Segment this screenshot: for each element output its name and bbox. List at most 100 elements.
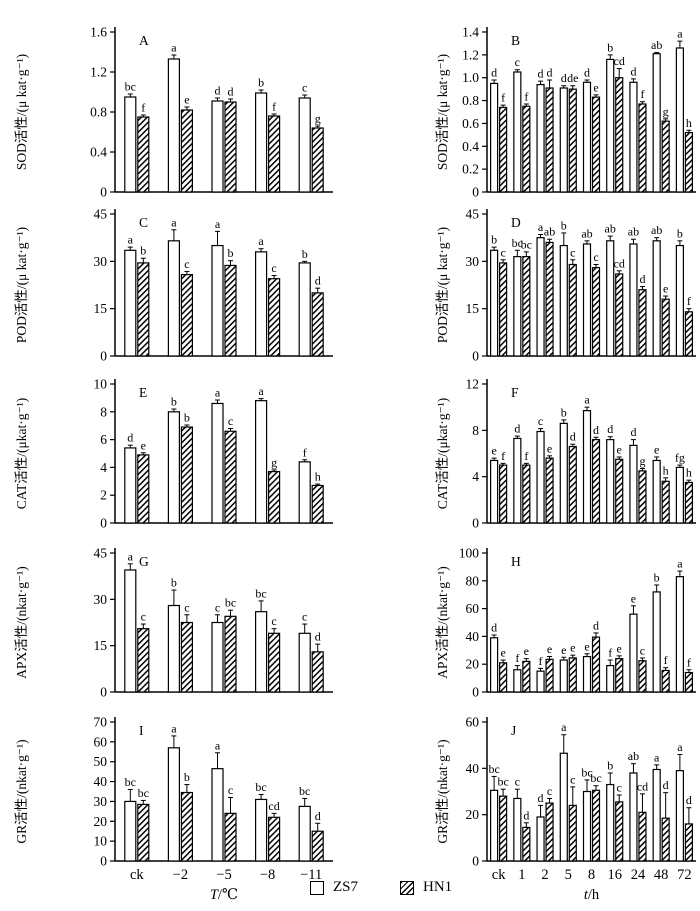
- bar-hn1: [180, 426, 193, 524]
- significance-letter: d: [523, 808, 529, 822]
- y-axis-label: APX活性/(nkat·g⁻¹): [435, 566, 450, 678]
- bar-hn1: [591, 267, 601, 357]
- significance-letter: c: [515, 775, 520, 789]
- bar-hn1: [137, 116, 150, 193]
- bar-zs7: [559, 87, 568, 193]
- bar-zs7: [255, 251, 268, 357]
- y-tick-label: 80: [466, 573, 480, 588]
- bar-hn1: [568, 657, 577, 693]
- significance-letter: c: [215, 600, 220, 614]
- y-tick-label: 12: [466, 377, 480, 392]
- bar-hn1: [591, 96, 601, 193]
- significance-letter: a: [677, 557, 683, 571]
- bar-zs7: [536, 237, 545, 357]
- significance-letter: e: [491, 444, 496, 458]
- significance-letter: c: [184, 257, 189, 271]
- y-tick-label: 0: [472, 349, 479, 364]
- significance-letter: g: [315, 112, 321, 126]
- bar-hn1: [661, 298, 670, 357]
- bar-hn1: [311, 292, 324, 357]
- significance-letter: ab: [628, 749, 639, 763]
- bar-hn1: [522, 255, 531, 357]
- y-tick-label: 10: [94, 377, 108, 392]
- bar-zs7: [652, 459, 661, 524]
- y-tick-label: 60: [94, 734, 108, 749]
- bar-zs7: [559, 659, 568, 693]
- significance-letter: e: [593, 80, 598, 94]
- y-tick-label: 20: [94, 814, 108, 829]
- bar-zs7: [536, 83, 545, 193]
- y-tick-label: 0.6: [462, 116, 479, 131]
- significance-letter: c: [617, 780, 622, 794]
- y-tick-label: 60: [466, 601, 480, 616]
- bar-zs7: [124, 447, 137, 524]
- bar-zs7: [298, 805, 311, 862]
- significance-letter: d: [607, 422, 613, 436]
- significance-letter: b: [561, 218, 567, 232]
- bar-zs7: [211, 244, 224, 357]
- bar-hn1: [661, 120, 670, 193]
- bar-zs7: [490, 249, 499, 357]
- y-tick-label: 100: [459, 546, 480, 561]
- significance-letter: d: [127, 431, 133, 445]
- x-tick-label: ck: [492, 867, 506, 883]
- bar-hn1: [311, 651, 324, 693]
- significance-letter: d: [547, 66, 553, 80]
- bar-hn1: [615, 801, 624, 862]
- bar-zs7: [513, 669, 522, 693]
- bar-zs7: [675, 576, 684, 693]
- bar-zs7: [167, 604, 180, 693]
- bar-zs7: [124, 249, 137, 357]
- bar-zs7: [513, 71, 522, 193]
- panel-letter: G: [139, 554, 149, 569]
- bar-zs7: [582, 410, 592, 524]
- significance-letter: c: [570, 245, 575, 259]
- bar-zs7: [629, 81, 638, 193]
- bar-hn1: [568, 88, 577, 193]
- significance-letter: ab: [605, 222, 616, 236]
- x-tick-label: −8: [260, 867, 275, 883]
- panel-B-chart: 0 0.2 0.4 0.6 0.8 1.0 1.2 1.4 B SOD活性/(μ kat·g⁻¹)…: [435, 25, 696, 200]
- significance-letter: e: [617, 641, 622, 655]
- bar-hn1: [545, 457, 554, 524]
- significance-letter: d: [315, 630, 321, 644]
- bar-zs7: [298, 461, 311, 524]
- significance-letter: cd: [637, 779, 648, 793]
- x-tick-label: 5: [565, 867, 572, 883]
- bar-hn1: [224, 812, 237, 862]
- y-tick-label: 4: [472, 469, 479, 484]
- significance-letter: ab: [651, 223, 662, 237]
- y-tick-label: 15: [94, 638, 108, 653]
- bar-zs7: [298, 97, 311, 193]
- significance-letter: f: [687, 294, 691, 308]
- significance-letter: c: [271, 261, 276, 275]
- bar-zs7: [559, 752, 568, 862]
- legend-item-zs7: ZS7: [310, 879, 358, 896]
- y-tick-label: 8: [472, 423, 479, 438]
- y-axis-label: APX活性/(nkat·g⁻¹): [14, 566, 29, 678]
- panel-letter: D: [511, 215, 521, 230]
- bar-zs7: [490, 637, 499, 693]
- bar-zs7: [582, 243, 592, 357]
- significance-letter: a: [258, 384, 264, 398]
- bar-hn1: [638, 660, 647, 693]
- legend-open-square-icon: [310, 880, 324, 895]
- significance-letter: a: [258, 234, 264, 248]
- significance-letter: b: [228, 246, 234, 260]
- bar-hn1: [638, 811, 647, 862]
- y-tick-label: 0: [100, 349, 107, 364]
- bar-zs7: [167, 58, 180, 193]
- bar-hn1: [180, 621, 193, 693]
- bar-hn1: [545, 802, 554, 862]
- panel-E-chart: 0 2 4 6 8 10 E CAT活性/(μkat·g⁻¹) de bb a c a g fh: [14, 377, 333, 531]
- significance-letter: b: [171, 395, 177, 409]
- bar-hn1: [268, 115, 281, 193]
- significance-letter: d: [686, 793, 692, 807]
- bar-hn1: [638, 289, 647, 357]
- significance-letter: a: [171, 41, 177, 55]
- significance-letter: g: [639, 454, 645, 468]
- bar-hn1: [545, 241, 554, 357]
